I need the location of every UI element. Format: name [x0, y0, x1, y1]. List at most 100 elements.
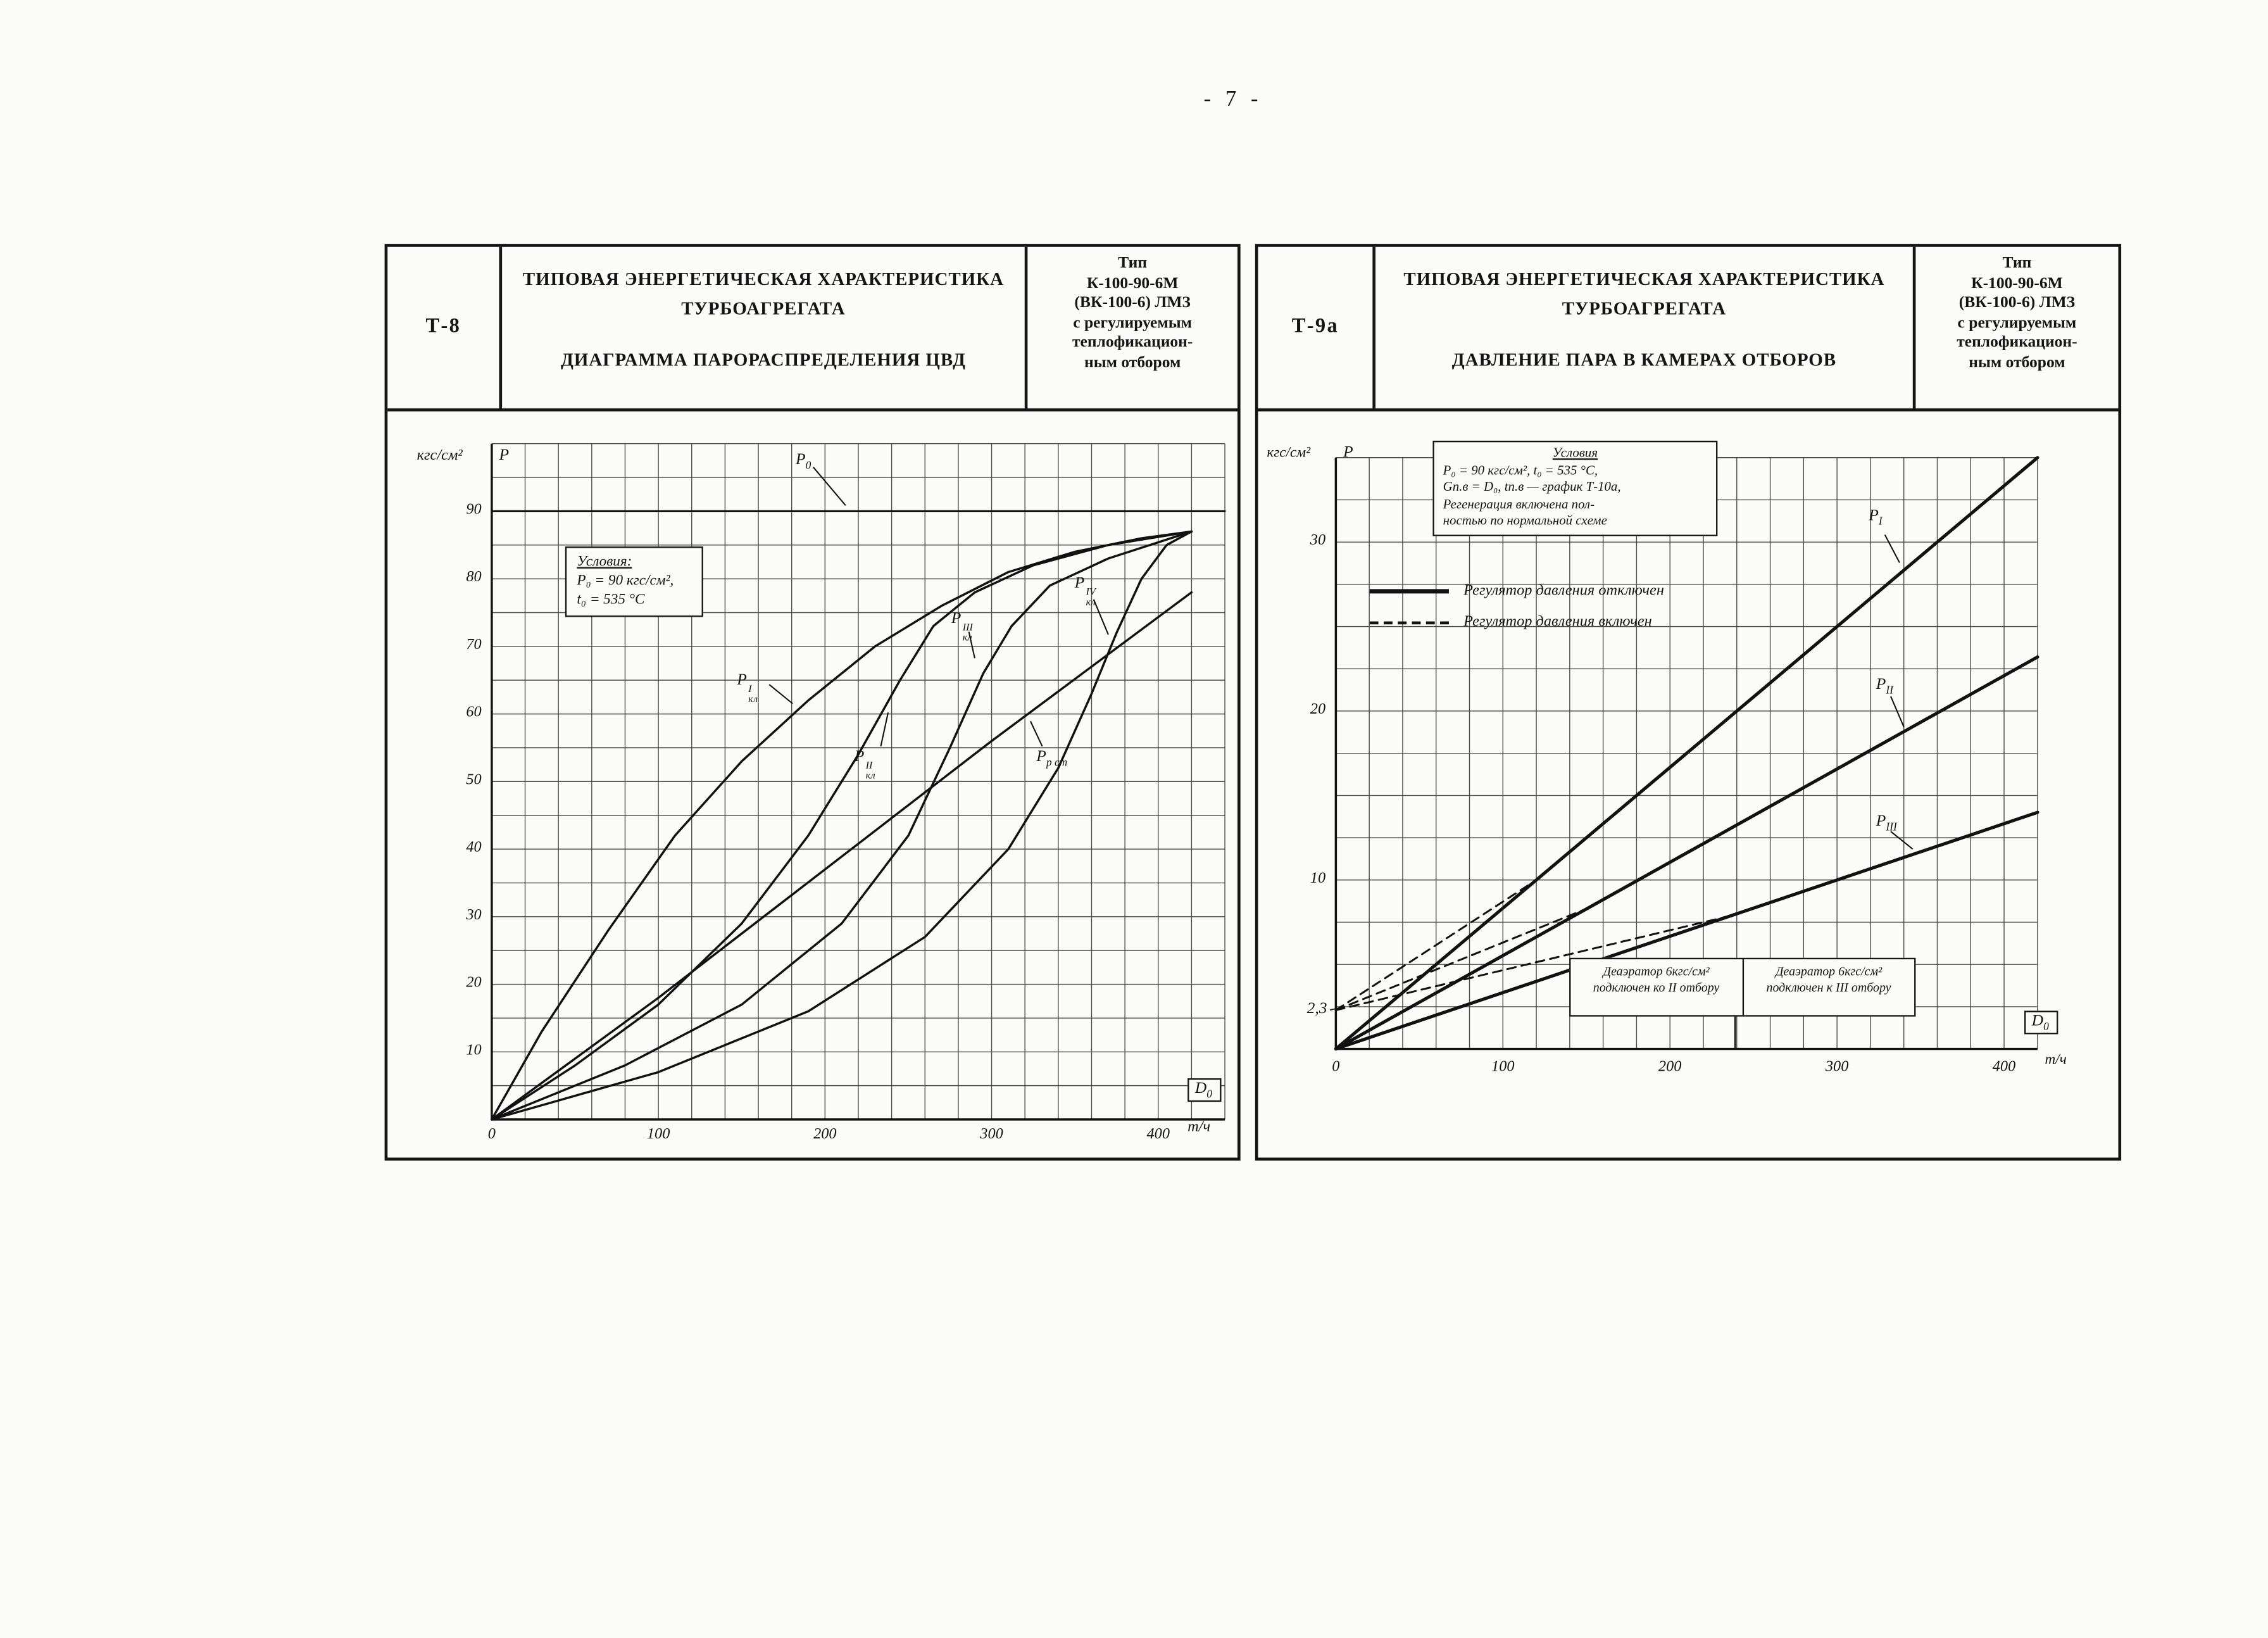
series-P_III_regulator_on: [1334, 915, 1730, 1011]
deaerator-pressure-mark: 2,3: [1306, 999, 1327, 1017]
legend-label: Регулятор давления отключен: [1463, 583, 1664, 600]
deaerator-note-line: подключен ко II отбору: [1593, 980, 1720, 995]
series-P_II_regulator_on: [1334, 907, 1588, 1011]
dashed-line-sample: [1369, 621, 1449, 624]
annotation-line: [1030, 721, 1043, 747]
y-tick-label: 10: [466, 1042, 482, 1059]
y-tick-label: 30: [1310, 532, 1326, 550]
curve-label-pkl-4: P IV кл: [1074, 574, 1096, 608]
series-P_kl_II: [491, 530, 1193, 1121]
conditions-line: t₀ = 535 °С: [577, 592, 645, 608]
x-tick-label: 300: [980, 1126, 1003, 1143]
deaerator-note-right: Деаэратор 6кгс/см² подключен к III отбор…: [1741, 959, 1914, 1016]
conditions-line: Gп.в = D₀, tп.в — график Т-10а,: [1443, 479, 1621, 494]
panel-t9a: Т-9а ТИПОВАЯ ЭНЕРГЕТИЧЕСКАЯ ХАРАКТЕРИСТИ…: [1255, 244, 2122, 1161]
x-tick-label: 0: [487, 1126, 496, 1143]
y-tick-label: 50: [466, 772, 482, 789]
type-line: К-100-90-6М: [1086, 274, 1179, 292]
panel-t8-title: ТИПОВАЯ ЭНЕРГЕТИЧЕСКАЯ ХАРАКТЕРИСТИКА ТУ…: [502, 247, 1025, 408]
panel-t9a-chart-area: 0 100 200 300 400 10 20 30 кгс/см² Р PI PII PIII 2,3 т…: [1258, 412, 2118, 1155]
x-tick-label: 400: [1146, 1126, 1170, 1143]
conditions-title: Условия: [1552, 445, 1598, 460]
x-tick-label: 200: [813, 1126, 837, 1143]
type-line: теплофикацион-: [1957, 333, 2077, 351]
series-P_rst: [491, 591, 1193, 1121]
x-tick-label: 100: [646, 1126, 670, 1143]
annotation-line: [968, 631, 975, 658]
y-tick-label: 90: [466, 501, 482, 519]
panel-t8: Т-8 ТИПОВАЯ ЭНЕРГЕТИЧЕСКАЯ ХАРАКТЕРИСТИК…: [384, 244, 1241, 1161]
x-tick-label: 0: [1332, 1059, 1340, 1076]
legend-row-regulator-off: Регулятор давления отключен: [1369, 576, 1664, 607]
title-line-1: ТИПОВАЯ ЭНЕРГЕТИЧЕСКАЯ ХАРАКТЕРИСТИКА: [522, 268, 1004, 290]
title-line-2: ТУРБОАГРЕГАТА: [681, 298, 846, 319]
y-tick-label: 20: [1310, 702, 1326, 718]
panel-t8-type-block: Тип К-100-90-6М (ВК-100-6) ЛМЗ с регулир…: [1024, 246, 1237, 409]
series-P_I_regulator_off: [1334, 456, 2039, 1051]
series-P_III_regulator_off: [1334, 810, 2039, 1051]
panel-t9a-header: Т-9а ТИПОВАЯ ЭНЕРГЕТИЧЕСКАЯ ХАРАКТЕРИСТИ…: [1258, 246, 2119, 412]
annotation-line: [768, 684, 793, 705]
annotation-line: [1884, 534, 1900, 564]
conditions-line: P₀ = 90 кгс/см², t₀ = 535 °С,: [1443, 462, 1598, 477]
legend-label: Регулятор давления включен: [1463, 614, 1652, 631]
steam-distribution-chart: [491, 443, 1226, 1121]
type-line: теплофикацион-: [1072, 333, 1193, 351]
annotation-line: [1890, 831, 1914, 850]
deaerator-note-line: подключен к III отбору: [1766, 980, 1891, 995]
annotation-line: [1329, 1007, 1341, 1011]
type-line: Тип: [1118, 254, 1148, 272]
x-tick-label: 200: [1658, 1059, 1682, 1076]
y-tick-label: 40: [466, 840, 482, 857]
deaerator-note-line: Деаэратор 6кгс/см²: [1775, 964, 1883, 979]
y-axis-symbol: Р: [499, 446, 510, 465]
annotation-line: [880, 712, 889, 747]
type-line: с регулируемым: [1073, 313, 1193, 332]
panel-subtitle: ДИАГРАММА ПАРОРАСПРЕДЕЛЕНИЯ ЦВД: [560, 350, 966, 370]
y-tick-label: 20: [466, 975, 482, 992]
y-unit-label: кгс/см²: [417, 448, 463, 465]
type-line: К-100-90-6М: [1971, 274, 2063, 292]
conditions-box: Условия P₀ = 90 кгс/см², t₀ = 535 °С, Gп…: [1432, 441, 1718, 536]
deaerator-note-left: Деаэратор 6кгс/см² подключен ко II отбор…: [1570, 959, 1741, 1015]
curve-label-pkl-2: P II кл: [854, 747, 875, 781]
curve-label-p-1: PI: [1869, 507, 1883, 528]
x-tick-label: 400: [1992, 1059, 2016, 1076]
series-P_II_regulator_off: [1334, 655, 2039, 1051]
y-tick-label: 30: [466, 907, 482, 924]
type-line: (ВК-100-6) ЛМЗ: [1074, 294, 1191, 312]
y-tick-label: 10: [1310, 871, 1326, 887]
type-line: ным отбором: [1084, 353, 1181, 371]
panel-t8-header: Т-8 ТИПОВАЯ ЭНЕРГЕТИЧЕСКАЯ ХАРАКТЕРИСТИК…: [387, 246, 1238, 412]
type-line: ным отбором: [1969, 353, 2065, 371]
conditions-box: Условия: P₀ = 90 кгс/см², t₀ = 535 °С: [565, 546, 703, 617]
solid-line-sample: [1369, 589, 1449, 594]
curve-label-p-2: PII: [1876, 676, 1894, 697]
panel-t9a-type-block: Тип К-100-90-6М (ВК-100-6) ЛМЗ с регулир…: [1912, 246, 2119, 409]
y-tick-label: 70: [466, 637, 482, 653]
curve-label-prst: Pр ст: [1036, 747, 1068, 769]
conditions-line: Регенерация включена пол-: [1443, 496, 1595, 511]
panel-t9a-code: Т-9а: [1258, 246, 1375, 409]
page-number: - 7 -: [1203, 88, 1263, 112]
type-line: (ВК-100-6) ЛМЗ: [1958, 294, 2076, 312]
curve-label-pkl-3: P III кл: [951, 609, 973, 643]
x-axis-symbol: D0: [2024, 1011, 2058, 1035]
annotation-line: [812, 467, 846, 506]
type-line: с регулируемым: [1957, 313, 2077, 332]
series-P_kl_I: [491, 530, 1193, 1121]
grid: [491, 443, 1225, 1120]
series-P_kl_III: [491, 530, 1193, 1121]
annotation-line: [1093, 599, 1109, 635]
title-line-1: ТИПОВАЯ ЭНЕРГЕТИЧЕСКАЯ ХАРАКТЕРИСТИКА: [1403, 268, 1885, 290]
panel-t9a-title: ТИПОВАЯ ЭНЕРГЕТИЧЕСКАЯ ХАРАКТЕРИСТИКА ТУ…: [1375, 247, 1913, 408]
deaerator-note-box: Деаэратор 6кгс/см² подключен ко II отбор…: [1569, 957, 1916, 1017]
conditions-line: P₀ = 90 кгс/см²,: [577, 572, 674, 589]
x-tick-label: 100: [1491, 1059, 1515, 1076]
annotation-line: [1890, 696, 1905, 728]
curve-label-p0: P0: [795, 451, 811, 472]
x-unit-label: т/ч: [2045, 1052, 2067, 1068]
curve-label-p-3: PIII: [1876, 812, 1897, 833]
